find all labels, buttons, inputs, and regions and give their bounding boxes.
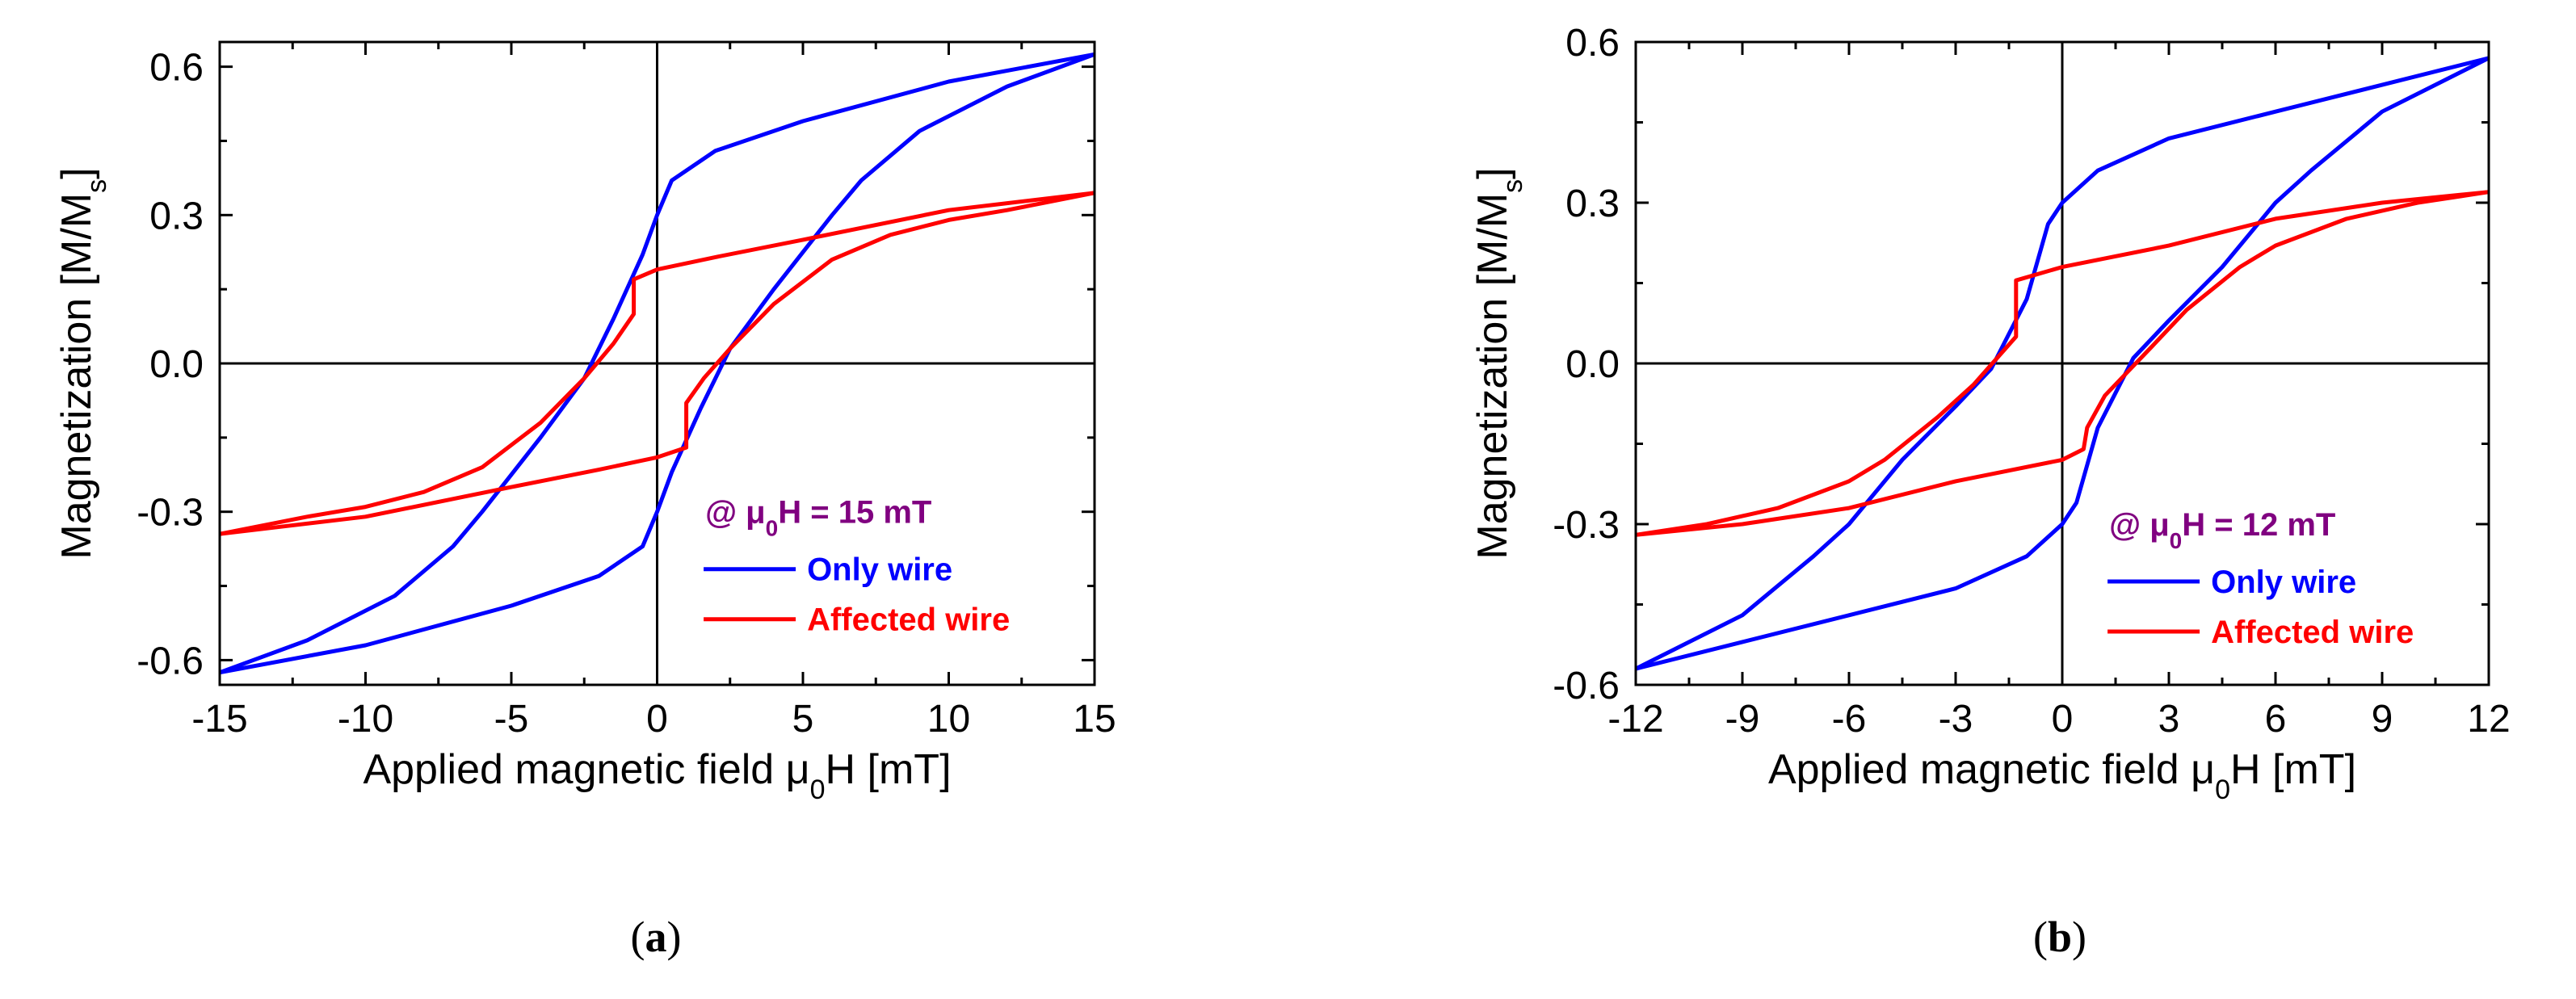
- y-tick-label: -0.3: [137, 492, 204, 535]
- field-annotation-main: @ μ: [705, 495, 766, 531]
- y-axis-title-subscript: s: [1498, 179, 1528, 193]
- y-tick-label: -0.6: [137, 640, 204, 682]
- x-tick-label: -5: [494, 698, 529, 741]
- y-axis-title-subscript: s: [82, 179, 112, 193]
- y-axis-title-main: Magnetization [M/M: [1469, 193, 1516, 560]
- field-annotation-value: H = 15 mT: [778, 495, 931, 531]
- y-tick-label: 0.3: [1565, 183, 1620, 225]
- x-tick-label: 5: [792, 698, 814, 741]
- y-tick-label: 0.6: [1565, 22, 1620, 65]
- panel-label-letter: b: [2048, 913, 2072, 961]
- x-axis-title-unit: H [mT]: [826, 746, 952, 793]
- x-axis-title-unit: H [mT]: [2230, 746, 2356, 793]
- y-tick-label: -0.3: [1553, 504, 1620, 547]
- y-tick-label: 0.0: [1565, 343, 1620, 386]
- series-affected-wire-descending-branch: [1635, 190, 2490, 537]
- x-tick-label: 12: [2467, 698, 2510, 741]
- panel-label: (a): [631, 913, 682, 961]
- panel-label-close-paren: ): [667, 913, 682, 961]
- field-annotation-subscript: 0: [2170, 528, 2183, 553]
- x-axis-title: Applied magnetic field μ0H [mT]: [1768, 746, 2356, 805]
- y-axis-title: Magnetization [M/Ms]: [1469, 167, 1528, 559]
- y-tick-label: 0.6: [149, 47, 204, 90]
- x-axis-title-subscript: 0: [2215, 774, 2230, 805]
- x-tick-label: 3: [2158, 698, 2180, 741]
- x-axis-title-subscript: 0: [810, 774, 826, 805]
- x-tick-label: 6: [2265, 698, 2287, 741]
- chart-panel-a: -15 -10 -5 0 5 10 15 -0.6 -0.3 0.0 0.3 0.6 Applied m…: [53, 40, 1116, 961]
- panel-label-open-paren: (: [2033, 913, 2048, 961]
- legend-label-only-wire: Only wire: [807, 552, 952, 588]
- series-affected-wire-descending-branch: [219, 191, 1095, 536]
- series-affected-wire-ascending-branch: [219, 191, 1095, 536]
- field-annotation: @ μ0H = 15 mT: [705, 495, 931, 541]
- panel-label-letter: a: [645, 913, 667, 961]
- field-annotation-value: H = 12 mT: [2182, 507, 2335, 543]
- x-tick-label: -9: [1725, 698, 1760, 741]
- x-axis-title: Applied magnetic field μ0H [mT]: [363, 746, 951, 805]
- x-tick-label: -6: [1832, 698, 1867, 741]
- field-annotation: @ μ0H = 12 mT: [2109, 507, 2335, 553]
- legend-label-affected-wire: Affected wire: [2211, 615, 2414, 650]
- y-axis-title-bracket: ]: [1469, 167, 1516, 178]
- legend-label-affected-wire: Affected wire: [807, 602, 1010, 638]
- y-axis-title: Magnetization [M/Ms]: [53, 167, 112, 559]
- panel-label-open-paren: (: [631, 913, 645, 961]
- series-only-wire-ascending-branch: [1635, 56, 2490, 671]
- y-tick-label: 0.0: [149, 343, 204, 386]
- field-annotation-subscript: 0: [766, 515, 779, 540]
- panel-label-close-paren: ): [2072, 913, 2086, 961]
- series-affected-wire-ascending-branch: [1635, 190, 2490, 537]
- x-tick-label: -3: [1939, 698, 1973, 741]
- y-axis-title-bracket: ]: [53, 167, 100, 178]
- chart-panel-b: -12 -9 -6 -3 0 3 6 9 12 -0.6 -0.3 0.0 0.3 0.6 Applied …: [1469, 22, 2511, 961]
- series-only-wire-descending-branch: [219, 52, 1095, 675]
- y-axis-title-main: Magnetization [M/M: [53, 193, 100, 560]
- legend-label-only-wire: Only wire: [2211, 565, 2356, 600]
- x-tick-label: 10: [927, 698, 970, 741]
- x-tick-label: -15: [191, 698, 247, 741]
- x-tick-label: 15: [1073, 698, 1116, 741]
- x-tick-label: -12: [1607, 698, 1663, 741]
- series-only-wire-ascending-branch: [219, 52, 1095, 675]
- x-tick-label: 9: [2372, 698, 2393, 741]
- x-tick-label: 0: [2052, 698, 2074, 741]
- x-tick-label: 0: [646, 698, 668, 741]
- panel-label: (b): [2033, 913, 2086, 961]
- field-annotation-main: @ μ: [2109, 507, 2170, 543]
- x-axis-title-main: Applied magnetic field μ: [1768, 746, 2215, 793]
- series-only-wire-descending-branch: [1634, 56, 2490, 671]
- y-tick-label: -0.6: [1553, 665, 1620, 707]
- y-tick-label: 0.3: [149, 195, 204, 237]
- x-tick-label: -10: [338, 698, 393, 741]
- x-axis-title-main: Applied magnetic field μ: [363, 746, 809, 793]
